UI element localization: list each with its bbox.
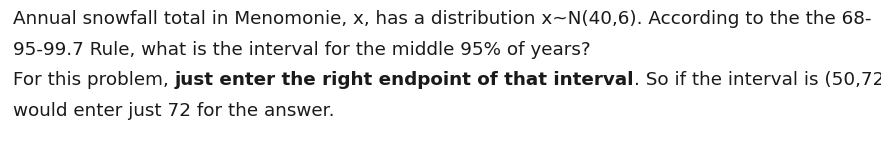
Text: 95-99.7 Rule, what is the interval for the middle 95% of years?: 95-99.7 Rule, what is the interval for t… bbox=[13, 41, 591, 59]
Text: For this problem,: For this problem, bbox=[13, 71, 174, 89]
Text: Annual snowfall total in Menomonie, x, has a distribution x~N(40,6). According t: Annual snowfall total in Menomonie, x, h… bbox=[13, 10, 871, 28]
Text: . So if the interval is (50,72), you: . So if the interval is (50,72), you bbox=[634, 71, 881, 89]
Text: just enter the right endpoint of that interval: just enter the right endpoint of that in… bbox=[174, 71, 634, 89]
Text: would enter just 72 for the answer.: would enter just 72 for the answer. bbox=[13, 102, 335, 120]
